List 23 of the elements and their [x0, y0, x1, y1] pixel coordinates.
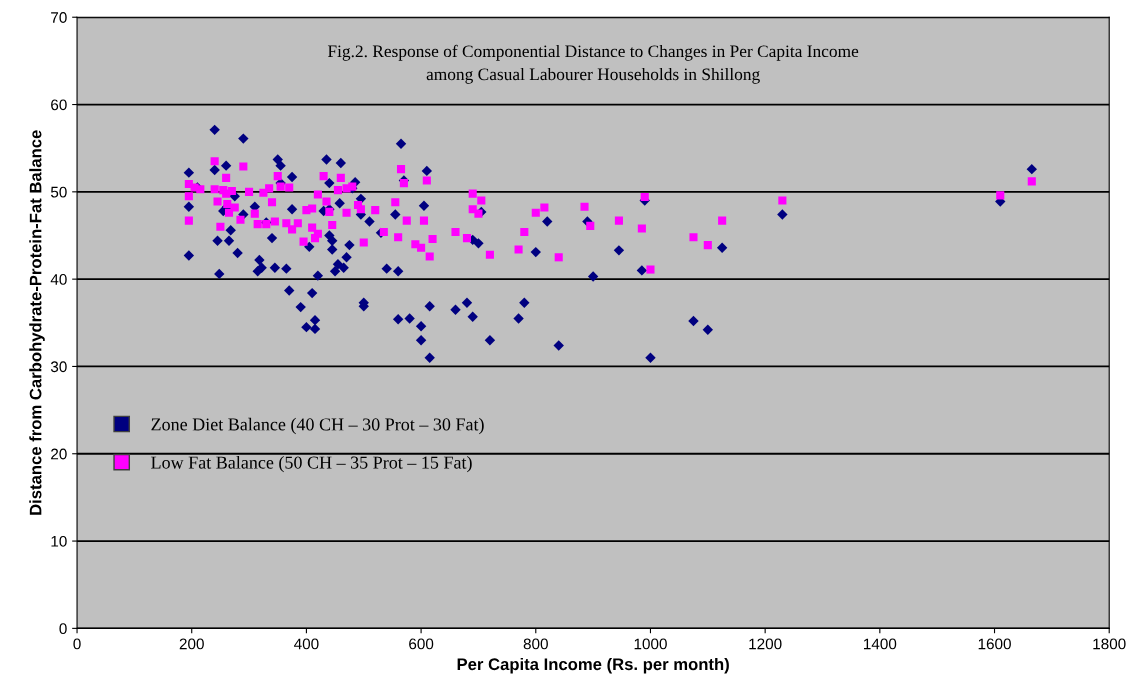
x-tick-label: 0 [73, 638, 81, 650]
x-tick-label: 1800 [1093, 638, 1126, 650]
x-tick-label: 400 [294, 638, 319, 650]
y-tick-label: 30 [50, 361, 67, 373]
x-tick-label: 1600 [978, 638, 1011, 650]
x-tick-label: 600 [409, 638, 434, 650]
x-tick-label: 200 [179, 638, 204, 650]
y-tick-label: 40 [50, 274, 67, 285]
x-tick-label: 1000 [634, 638, 667, 650]
text: Fig.2. Response of Componential Distance to Changes in Per Capita Income among Casual Labourer Households in Shillong [327, 44, 859, 84]
y-tick-label: 70 [51, 12, 67, 23]
y-tick-label: 10 [51, 535, 67, 547]
y-tick-label: 50 [50, 186, 67, 198]
y-tick-label: 0 [59, 623, 67, 635]
y-axis-title: Distance from Carbohydrate-Protein-Fat Balance [29, 130, 45, 515]
y-tick-label: 60 [51, 99, 67, 111]
x-axis-title: Per Capita Income (Rs. per month) [457, 657, 729, 674]
x-tick-label: 1200 [749, 638, 782, 650]
x-tick-label: 800 [523, 638, 548, 650]
legend-label: Low Fat Balance (50 CH – 35 Prot – 15 Fat) [151, 455, 472, 473]
y-tick-label: 20 [51, 448, 67, 460]
x-tick-label: 1400 [864, 638, 897, 650]
legend-label: Zone Diet Balance (40 CH – 30 Prot – 30 Fat) [151, 417, 484, 435]
